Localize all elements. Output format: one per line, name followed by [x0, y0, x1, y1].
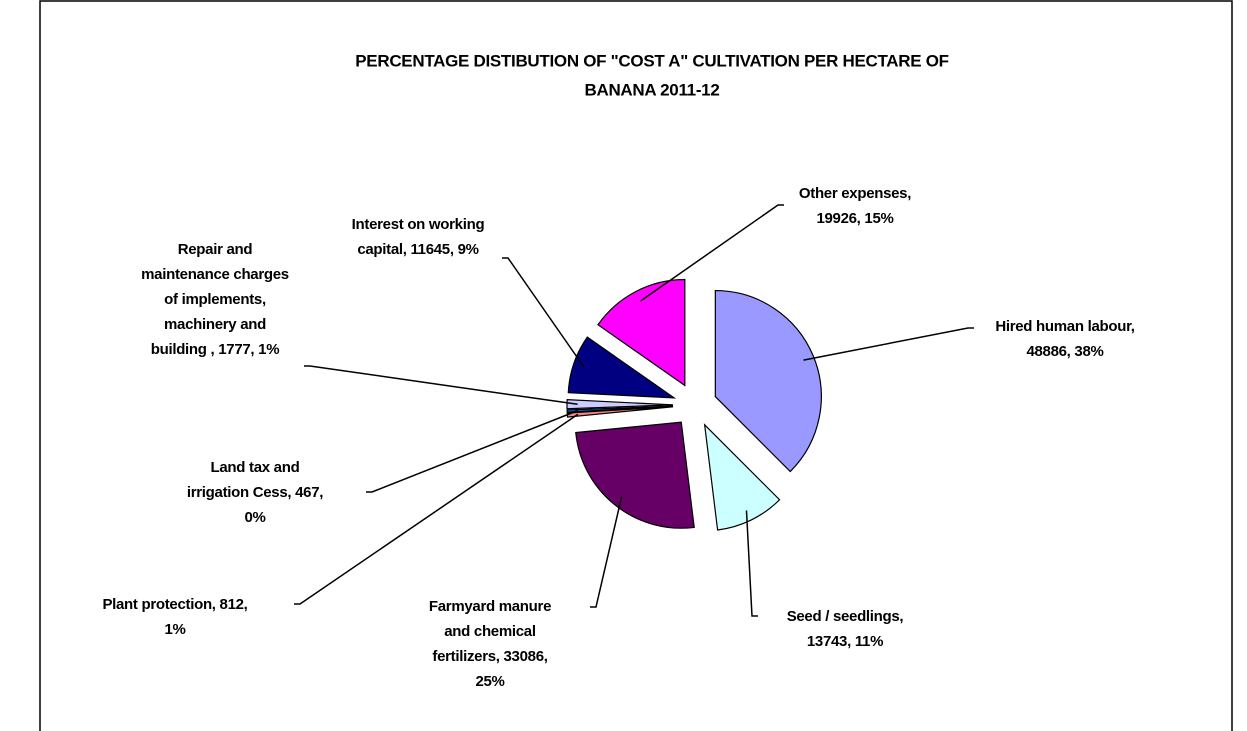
- pie-slice: [703, 423, 781, 531]
- slice-label: Plant protection, 812,: [102, 596, 247, 613]
- leader-line: [640, 204, 784, 302]
- pie-slice: [566, 399, 674, 410]
- slice-label: and chemical: [444, 623, 536, 640]
- leader-line: [803, 327, 974, 361]
- leader-line: [745, 510, 758, 617]
- slice-label: fertilizers, 33086,: [432, 648, 547, 665]
- slice-label: Seed / seedlings,: [787, 608, 904, 625]
- slice-label: Repair and: [178, 241, 253, 258]
- slice-label: 48886, 38%: [1026, 343, 1103, 360]
- slice-label: building , 1777, 1%: [151, 341, 280, 358]
- pie-slice: [567, 336, 677, 399]
- slice-label: machinery and: [164, 316, 266, 333]
- pie-slice: [566, 405, 674, 413]
- slice-label: Interest on working: [352, 216, 485, 233]
- pie-slice: [714, 289, 822, 473]
- leader-line: [590, 496, 623, 608]
- slice-label: capital, 11645, 9%: [357, 241, 478, 258]
- slice-label: 0%: [244, 509, 265, 526]
- pie-slice: [575, 421, 695, 529]
- slice-label: 13743, 11%: [807, 633, 883, 650]
- slice-label: Other expenses,: [799, 185, 911, 202]
- leader-line: [304, 365, 578, 406]
- slice-label: 1%: [164, 621, 185, 638]
- slice-label: of implements,: [164, 291, 266, 308]
- chart-frame: [39, 0, 1233, 731]
- slice-label: Land tax and: [211, 459, 300, 476]
- slice-label: Hired human labour,: [995, 318, 1134, 335]
- chart-title: PERCENTAGE DISTIBUTION OF "COST A" CULTI…: [355, 51, 948, 70]
- leader-line: [502, 257, 585, 368]
- slice-label: irrigation Cess, 467,: [187, 484, 323, 501]
- slice-label: 19926, 15%: [816, 210, 893, 227]
- slice-label: maintenance charges: [141, 266, 289, 283]
- pie-slice: [597, 278, 686, 387]
- slice-label: Farmyard manure: [429, 598, 551, 615]
- leader-line: [366, 409, 579, 493]
- slice-label: 25%: [475, 673, 504, 690]
- leader-line: [294, 413, 579, 605]
- chart-title: BANANA 2011-12: [584, 80, 719, 99]
